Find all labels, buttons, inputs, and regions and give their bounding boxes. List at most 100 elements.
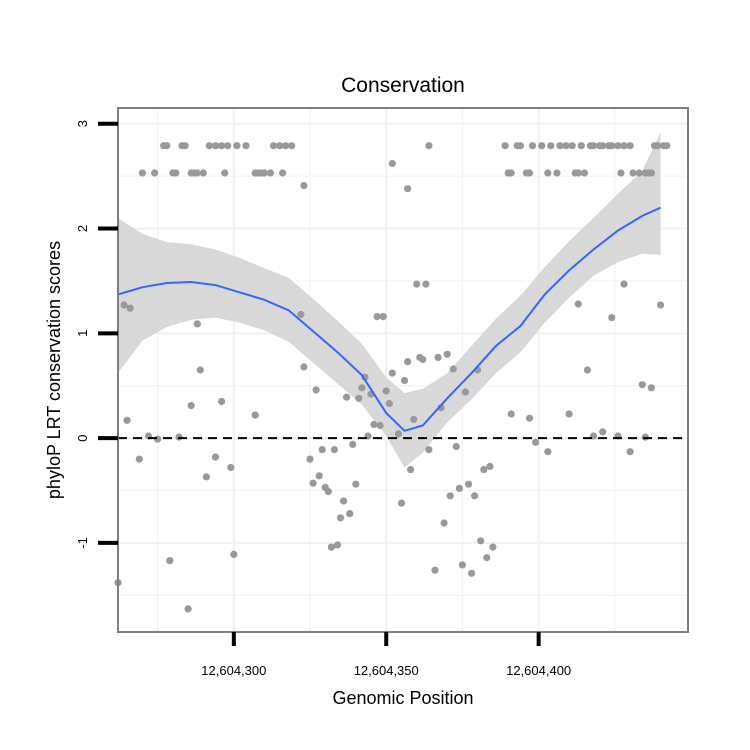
- data-point: [349, 440, 357, 448]
- data-point: [404, 358, 412, 366]
- data-point: [227, 463, 235, 472]
- data-point: [370, 420, 378, 429]
- data-point: [489, 543, 497, 551]
- y-tick-label: -1: [75, 537, 90, 549]
- data-point: [312, 386, 320, 394]
- data-point: [468, 569, 476, 577]
- data-point: [269, 142, 278, 150]
- data-point: [599, 428, 607, 436]
- data-point: [471, 492, 479, 500]
- data-point: [154, 435, 162, 443]
- y-tick-label: 2: [75, 225, 90, 232]
- data-point: [315, 472, 323, 480]
- data-point: [376, 421, 384, 430]
- data-point: [440, 519, 448, 527]
- data-point: [547, 142, 555, 150]
- data-point: [538, 142, 546, 150]
- x-tick-label: 12,604,350: [354, 663, 419, 678]
- data-point: [407, 466, 415, 474]
- data-point: [388, 369, 396, 377]
- data-point: [422, 280, 430, 288]
- data-point: [599, 142, 607, 150]
- data-point: [404, 185, 412, 193]
- data-point: [175, 433, 183, 441]
- data-point: [477, 537, 485, 545]
- data-point: [230, 550, 238, 559]
- data-point: [300, 363, 308, 371]
- data-point: [318, 446, 326, 454]
- data-point: [443, 350, 451, 358]
- y-tick-label: 3: [75, 120, 90, 127]
- data-point: [480, 466, 488, 474]
- data-point: [663, 142, 671, 150]
- data-point: [358, 384, 366, 392]
- x-tick-label: 12,604,300: [201, 663, 266, 678]
- data-point: [544, 448, 552, 456]
- data-point: [126, 304, 134, 312]
- data-point: [528, 142, 537, 150]
- data-point: [583, 366, 592, 374]
- data-point: [172, 169, 180, 177]
- data-point: [431, 566, 439, 574]
- data-point: [574, 169, 582, 177]
- data-point: [638, 381, 646, 389]
- data-point: [193, 169, 201, 177]
- data-point: [327, 543, 335, 551]
- data-point: [565, 410, 573, 418]
- data-point: [218, 142, 226, 150]
- data-point: [379, 313, 387, 321]
- data-point: [400, 376, 409, 385]
- data-point: [452, 442, 460, 451]
- data-point: [620, 142, 628, 150]
- data-point: [279, 169, 287, 177]
- data-point: [608, 142, 616, 150]
- data-point: [458, 561, 466, 569]
- points-layer: [114, 142, 671, 613]
- data-point: [410, 415, 418, 423]
- data-point: [614, 142, 622, 150]
- data-point: [483, 554, 491, 562]
- data-point: [260, 169, 268, 177]
- data-point: [340, 497, 348, 505]
- data-point: [211, 453, 220, 461]
- data-point: [425, 142, 433, 150]
- y-axis-title: phyloP LRT conservation scores: [44, 241, 64, 499]
- data-point: [373, 313, 381, 321]
- data-point: [446, 492, 454, 500]
- data-point: [211, 142, 220, 150]
- data-point: [397, 499, 406, 507]
- data-point: [352, 480, 360, 488]
- data-point: [221, 169, 229, 177]
- data-point: [382, 387, 390, 395]
- x-tick-label: 12,604,400: [506, 663, 571, 678]
- data-point: [589, 142, 598, 150]
- data-point: [580, 169, 589, 177]
- data-point: [202, 473, 210, 481]
- data-point: [233, 142, 241, 150]
- data-point: [355, 394, 363, 402]
- smooth-line-layer: [117, 206, 662, 432]
- data-point: [629, 169, 637, 177]
- data-point: [525, 414, 534, 422]
- x-axis-title: Genomic Position: [332, 688, 473, 708]
- data-point: [486, 462, 494, 470]
- data-point: [419, 355, 427, 364]
- data-point: [516, 142, 525, 150]
- data-point: [641, 433, 649, 441]
- data-point: [266, 169, 274, 177]
- data-point: [163, 142, 171, 150]
- data-point: [425, 446, 433, 454]
- data-point: [297, 310, 305, 319]
- data-point: [464, 480, 473, 488]
- data-point: [324, 488, 332, 496]
- data-point: [306, 455, 314, 463]
- data-point: [626, 142, 634, 150]
- data-point: [608, 314, 616, 322]
- data-point: [647, 384, 656, 392]
- data-point: [343, 393, 351, 401]
- data-point: [434, 353, 442, 361]
- data-point: [647, 169, 656, 177]
- y-tick-label: 1: [75, 330, 90, 337]
- data-point: [346, 509, 354, 518]
